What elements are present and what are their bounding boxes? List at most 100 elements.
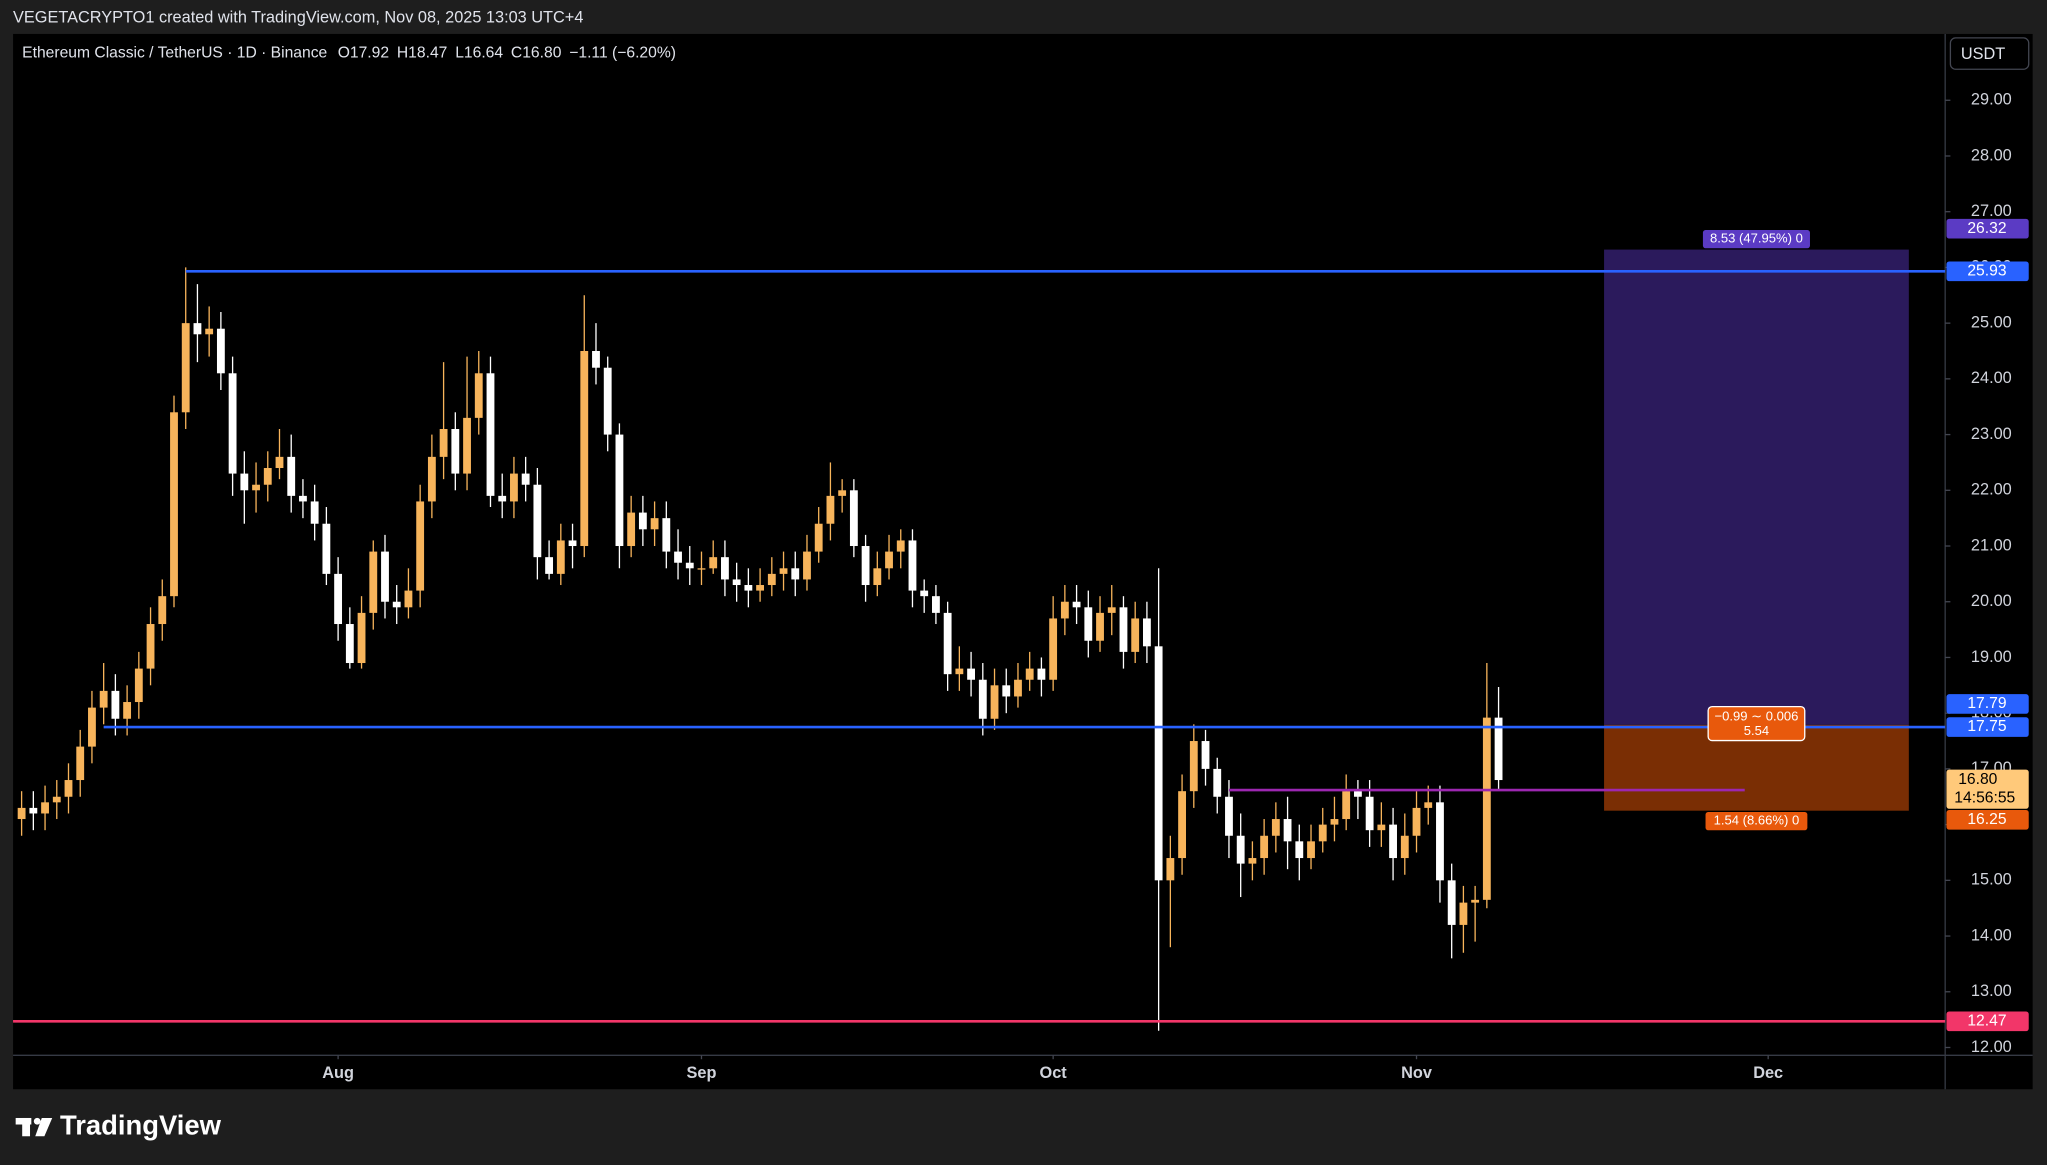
candle-body [1236, 835, 1245, 864]
y-tick-label: 20.00 [1971, 592, 2012, 610]
candle-body [158, 596, 167, 625]
candle-body [709, 557, 718, 569]
candle-body [592, 351, 600, 368]
stop-label-bg [1705, 811, 1808, 831]
candle-body [240, 473, 249, 491]
candle-body [767, 573, 776, 586]
candle-body [1119, 607, 1128, 652]
candle-body [545, 557, 554, 574]
candle-body [1225, 796, 1233, 836]
candle-body [1248, 858, 1257, 864]
candle-body [263, 468, 272, 485]
candle-body [756, 585, 765, 591]
last-price-tag [1946, 769, 2029, 809]
logo-part [35, 1117, 53, 1137]
legend: Ethereum Classic / TetherUS · 1D · Binan… [22, 45, 676, 62]
legend-value: O17.92 [338, 45, 389, 62]
candle-body [1307, 841, 1315, 859]
candle-body [29, 807, 38, 814]
candle-body [474, 373, 483, 418]
price-tag [1946, 261, 2029, 282]
candle-body [1295, 841, 1304, 859]
brand: TradingView [60, 1109, 222, 1140]
candle-body [498, 495, 507, 502]
legend-value: L16.64 [455, 45, 503, 62]
candle-body [17, 807, 26, 820]
candle-body [650, 518, 659, 530]
candle-body [322, 523, 331, 574]
candle-body [896, 540, 905, 552]
candle-body [861, 546, 870, 586]
y-tick-label: 28.00 [1971, 146, 2012, 164]
candle-body [967, 668, 976, 680]
currency[interactable]: USDT [1961, 45, 2005, 63]
candle-body [1459, 902, 1468, 925]
candle-body [299, 495, 307, 502]
candle-body [849, 490, 858, 547]
candle-body [111, 690, 120, 719]
price-tag-label: 26.32 [1967, 220, 2006, 237]
candle-body [369, 551, 378, 613]
price-tag-label: 16.25 [1967, 811, 2006, 828]
candle-body [287, 456, 296, 496]
y-tick-label: 25.00 [1971, 313, 2012, 331]
candle-body [146, 624, 155, 669]
target-zone [1604, 249, 1909, 725]
candle-body [1142, 618, 1151, 647]
plot: 12.0013.0014.0015.0016.0017.0018.0019.00… [13, 91, 2029, 1082]
candle-body [697, 568, 706, 570]
last-price-label: 16.80 [1958, 771, 1997, 788]
y-tick-label: 13.00 [1971, 982, 2012, 1000]
candle-body [1002, 685, 1011, 697]
candle-body [1424, 802, 1433, 808]
x-tick-label: Sep [687, 1064, 717, 1082]
x-tick-label: Aug [322, 1064, 354, 1082]
candle-body [181, 323, 190, 413]
entry-label: −0.99 ∼ 0.006 [1715, 708, 1799, 723]
candle-body [357, 612, 366, 664]
candle-body [990, 685, 999, 719]
candle-body [556, 540, 565, 574]
y-tick-label: 19.00 [1971, 648, 2012, 666]
candle-body [170, 412, 178, 597]
candle-body [1353, 791, 1362, 797]
y-tick-label: 21.00 [1971, 536, 2012, 554]
candle-body [123, 702, 132, 719]
price-tag [1946, 717, 2029, 737]
candle-body [1283, 819, 1292, 842]
candle-body [1400, 835, 1409, 859]
candle-body [392, 601, 401, 608]
candle-body [920, 590, 929, 597]
candle-body [381, 551, 389, 602]
candle-body [978, 679, 987, 719]
candle-body [803, 551, 811, 580]
logo-part [33, 1117, 41, 1125]
legend-value: H18.47 [397, 45, 447, 62]
price-tag-label: 17.75 [1967, 718, 2006, 735]
candle-body [662, 518, 671, 552]
candle-body [1025, 668, 1034, 680]
y-tick-label: 24.00 [1971, 369, 2012, 387]
candle-body [510, 473, 518, 502]
candle-body [779, 568, 788, 574]
target-label: 8.53 (47.95%) 0 [1710, 231, 1803, 246]
y-tick-label: 22.00 [1971, 481, 2012, 499]
currency-button[interactable] [1949, 37, 2030, 70]
x-tick-label: Nov [1401, 1064, 1432, 1082]
candle-body [638, 512, 647, 530]
candle-body [908, 540, 917, 591]
candle-body [1154, 646, 1163, 881]
candle-body [52, 796, 61, 803]
candle-body [627, 512, 636, 547]
target-label-bg [1702, 230, 1810, 249]
candle-body [88, 707, 96, 747]
price-tag [1946, 810, 2029, 830]
candle-body [1377, 824, 1386, 831]
candle-body [228, 373, 237, 474]
candle-body [205, 328, 214, 335]
entry-label-bg [1707, 705, 1806, 742]
candle-body [275, 456, 284, 469]
candle-body [463, 417, 471, 474]
